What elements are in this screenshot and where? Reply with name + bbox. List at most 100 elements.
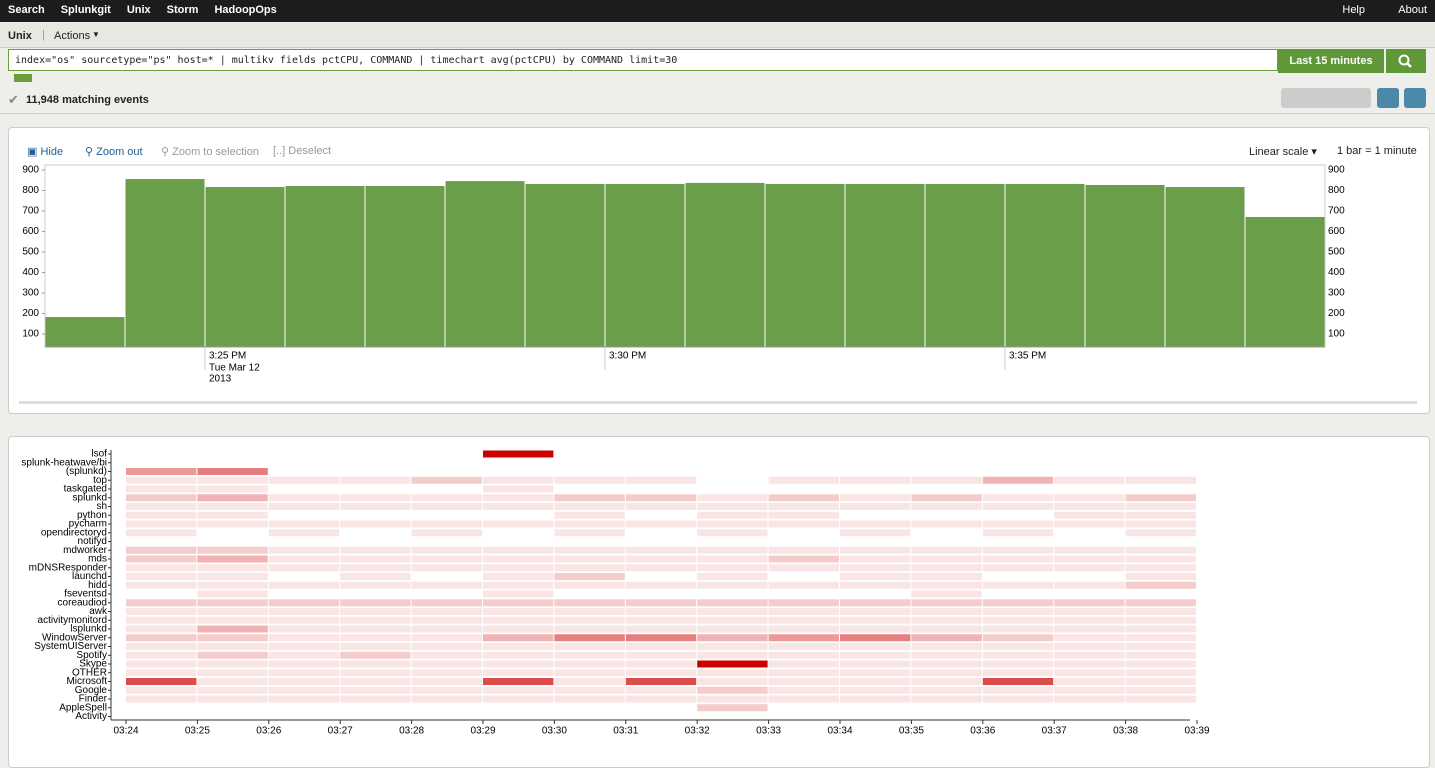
heat-cell — [625, 599, 697, 607]
job-controls — [1281, 88, 1371, 108]
row-label: taskgated — [64, 484, 107, 495]
heat-cell — [911, 555, 982, 563]
heat-cell — [1126, 451, 1196, 458]
zoom-selection[interactable]: ⚲ Zoom to selection — [161, 146, 259, 158]
control-label: Zoom out — [96, 146, 143, 158]
deselect[interactable]: [..] Deselect — [273, 145, 332, 157]
about-link[interactable]: About — [1398, 4, 1427, 16]
heat-cell — [840, 476, 911, 484]
heat-cell — [982, 651, 1054, 659]
y-tick-label: 700 — [22, 206, 39, 217]
heat-cell — [340, 529, 410, 536]
heat-cell — [554, 625, 625, 633]
heat-cell — [411, 669, 482, 677]
heat-cell — [768, 511, 839, 519]
heat-cell — [554, 555, 625, 563]
x-tick-label: 03:26 — [256, 726, 281, 737]
heat-cell — [412, 713, 482, 720]
nav-item[interactable]: Splunkgit — [60, 4, 111, 16]
heat-cell — [268, 581, 340, 589]
heat-cell — [1054, 625, 1125, 633]
scale-menu[interactable]: Linear scale ▾ — [1249, 146, 1317, 158]
heat-cell — [697, 599, 768, 607]
heat-cell — [340, 599, 411, 607]
heat-cell — [626, 713, 696, 720]
heat-cell — [1125, 520, 1196, 528]
heat-cell — [697, 686, 768, 694]
heat-cell — [768, 555, 839, 563]
print-button[interactable] — [1404, 88, 1426, 108]
row-label: opendirectoryd — [41, 527, 107, 538]
heat-cell — [1054, 476, 1125, 484]
row-label: Google — [75, 685, 108, 696]
heat-cell — [697, 564, 768, 572]
divider — [0, 113, 1435, 114]
nav-item[interactable]: Storm — [166, 4, 199, 16]
search-input[interactable]: index="os" sourcetype="ps" host=* | mult… — [8, 49, 1278, 71]
nav-item[interactable]: Unix — [126, 4, 151, 16]
heat-cell — [840, 660, 911, 668]
heat-cell — [697, 625, 768, 633]
scale-label: Linear scale — [1249, 146, 1309, 158]
heat-cell — [911, 616, 982, 624]
heat-cell — [411, 494, 482, 502]
heat-cell — [768, 520, 839, 528]
row-label: SystemUIServer — [34, 641, 107, 652]
heat-cell — [197, 616, 268, 624]
heat-cell — [483, 512, 553, 519]
search-button[interactable] — [1386, 49, 1426, 73]
heat-cell — [911, 651, 982, 659]
row-label: activitymonitord — [38, 615, 107, 626]
heat-cell — [911, 590, 982, 598]
info-button[interactable] — [1377, 88, 1399, 108]
heat-cell — [554, 486, 624, 493]
heat-cell — [197, 573, 268, 580]
row-label: launchd — [72, 571, 107, 582]
heat-cell — [697, 477, 767, 484]
heat-cell — [1054, 546, 1125, 554]
heat-cell — [1054, 608, 1125, 615]
heat-cell — [554, 704, 624, 711]
x-tick-label: 3:35 PM — [1009, 351, 1046, 362]
bar — [1085, 184, 1165, 347]
heat-cell — [983, 573, 1053, 580]
expand-toggle[interactable] — [14, 74, 32, 82]
y-tick-label: 300 — [22, 288, 39, 299]
y2-tick-label: 200 — [1328, 308, 1345, 319]
row-label: Activity — [75, 711, 107, 722]
heat-cell — [340, 695, 411, 703]
nav-item[interactable]: HadoopOps — [214, 4, 277, 16]
heat-cell — [840, 573, 911, 580]
heat-cell — [126, 660, 197, 668]
heat-cell — [1126, 591, 1196, 598]
zoom-out[interactable]: ⚲ Zoom out — [85, 146, 143, 158]
heat-cell — [411, 660, 482, 668]
time-range-picker[interactable]: Last 15 minutes — [1278, 49, 1384, 73]
nav-item[interactable]: Search — [8, 4, 45, 16]
row-label: fseventsd — [64, 589, 107, 600]
y2-tick-label: 400 — [1328, 267, 1345, 278]
actions-menu[interactable]: Actions — [54, 30, 91, 42]
help-link[interactable]: Help — [1342, 4, 1365, 16]
heat-cell — [269, 486, 339, 493]
heat-cell — [982, 695, 1054, 703]
row-label: pycharm — [69, 519, 107, 530]
heat-cell — [268, 651, 340, 659]
heat-cell — [126, 538, 196, 545]
heat-cell — [411, 503, 482, 510]
heat-cell — [1125, 643, 1196, 650]
hide-button[interactable]: ▣ Hide — [27, 146, 64, 158]
heat-cell — [1125, 608, 1196, 615]
heat-cell — [697, 503, 768, 510]
heat-cell — [911, 520, 982, 528]
heat-cell — [1126, 468, 1196, 475]
date-label: Tue Mar 12 — [209, 363, 260, 374]
heat-cell — [483, 555, 554, 563]
heat-cell — [340, 669, 411, 677]
heat-cell — [1125, 476, 1196, 484]
heat-cell — [197, 546, 268, 554]
heat-cell — [768, 660, 839, 668]
heat-cell — [768, 695, 839, 703]
heat-cell — [340, 608, 411, 615]
x-tick-label: 03:29 — [470, 726, 495, 737]
